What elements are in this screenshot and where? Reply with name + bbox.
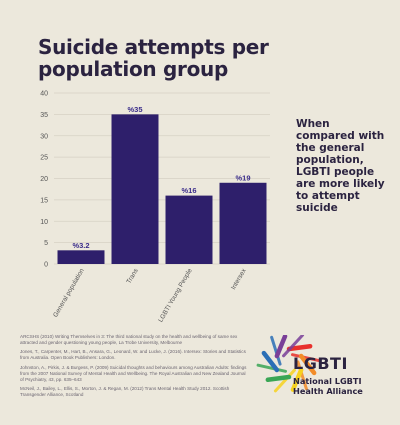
bar: [219, 182, 267, 264]
bar-chart: 0 5 10 15 20 25 30 35 40 %3.2 %35 %16 %19 General p…: [40, 91, 270, 324]
data-label: %35: [127, 105, 142, 114]
y-tick-label: 35: [40, 112, 48, 119]
logo-stroke: [274, 335, 288, 359]
x-axis: General population Trans LGBTI Young Peopl…: [52, 267, 248, 324]
logo-stroke: [298, 353, 317, 376]
logo-stroke: [273, 368, 296, 393]
logo-stroke: [290, 367, 304, 392]
logo-name: LGBTI: [293, 354, 348, 373]
y-tick-label: 10: [40, 219, 48, 226]
x-tick-label: General population: [52, 267, 86, 318]
logo-org: National LGBTI Health Alliance: [293, 376, 363, 396]
logo-stroke: [261, 350, 280, 373]
data-label: %3.2: [72, 241, 89, 250]
logo-stroke: [256, 363, 287, 373]
logo-stroke: [286, 343, 313, 352]
chart-title: Suicide attempts per population group: [38, 35, 269, 81]
data-label: %16: [181, 186, 196, 195]
x-tick-label: LGBTI Young People: [157, 267, 194, 323]
data-label: %19: [235, 173, 250, 182]
y-tick-label: 20: [40, 176, 48, 183]
reference-4: McNeil, J., Bailey, L., Ellis, S., Morto…: [20, 386, 230, 398]
rainbow-logo-icon: [256, 335, 322, 393]
y-tick-label: 5: [44, 240, 48, 247]
side-note: When compared with the general populatio…: [296, 118, 385, 214]
logo-stroke: [282, 335, 305, 358]
y-tick-label: 15: [40, 197, 48, 204]
bar: [165, 195, 213, 264]
bar: [111, 114, 159, 264]
y-tick-label: 30: [40, 133, 48, 140]
reference-2: Jones, T., Carpenter, M., Hart, B., Ansa…: [20, 349, 246, 361]
y-tick-label: 25: [40, 155, 48, 162]
y-tick-label: 40: [40, 91, 48, 98]
logo-stroke: [270, 335, 282, 366]
logo-stroke: [291, 353, 322, 363]
logo-stroke: [265, 374, 292, 383]
reference-3: Johnston, A., Pirkis, J. & Burgess, P. (…: [20, 364, 247, 382]
x-tick-label: Intersex: [230, 267, 248, 291]
reference-1: ARCSHS (2010) Writing Themselves in 3: T…: [20, 334, 238, 345]
y-axis: 0 5 10 15 20 25 30 35 40: [40, 91, 48, 269]
bars: %3.2 %35 %16 %19: [57, 105, 267, 264]
x-tick-label: Trans: [125, 267, 140, 285]
logo-stroke: [296, 360, 308, 391]
y-tick-label: 0: [44, 262, 48, 269]
references: ARCSHS (2010) Writing Themselves in 3: T…: [20, 334, 250, 402]
bar: [57, 250, 105, 264]
